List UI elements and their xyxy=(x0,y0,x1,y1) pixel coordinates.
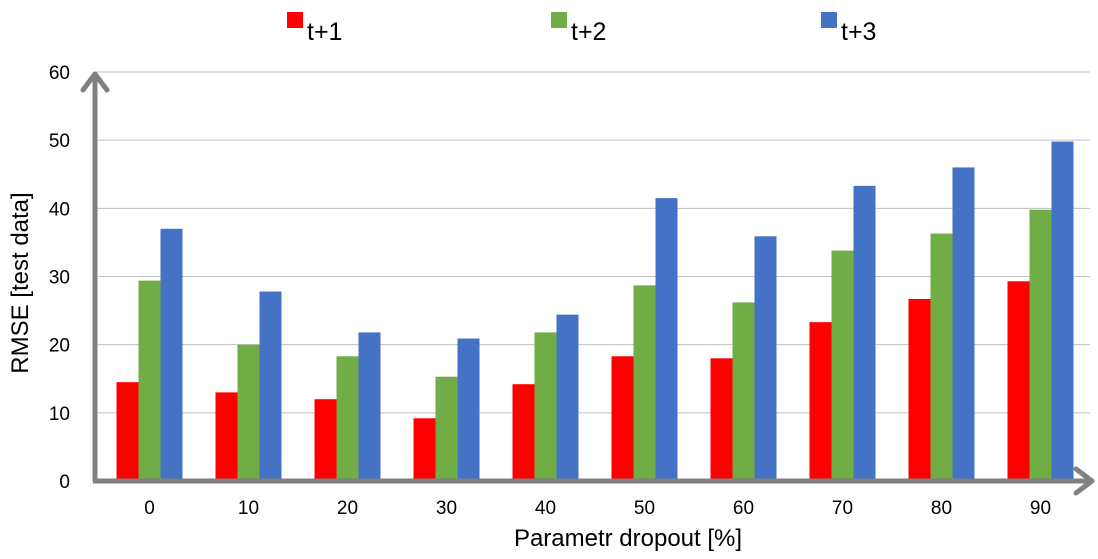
x-tick-label: 50 xyxy=(634,498,655,519)
bar-t2-50 xyxy=(633,285,656,481)
x-tick-label: 90 xyxy=(1030,498,1051,519)
bar-t1-30 xyxy=(413,418,436,481)
y-tick-label: 20 xyxy=(49,336,70,357)
y-tick-label: 10 xyxy=(49,404,70,425)
bar-t3-0 xyxy=(160,228,183,481)
x-tick-label: 0 xyxy=(144,498,155,519)
bar-t1-40 xyxy=(512,384,535,481)
bar-t1-60 xyxy=(710,358,733,481)
bar-t2-80 xyxy=(930,233,953,481)
legend-swatch xyxy=(287,12,303,28)
bar-t3-10 xyxy=(259,291,282,481)
bar-t1-10 xyxy=(215,392,238,481)
y-tick-label: 50 xyxy=(49,131,70,152)
x-tick-label: 10 xyxy=(238,498,259,519)
x-axis-arrow xyxy=(1073,466,1095,496)
x-axis-title: Parametr dropout [%] xyxy=(514,525,742,552)
bar-t3-80 xyxy=(952,167,975,481)
bar-t3-90 xyxy=(1051,141,1074,481)
bar-t3-70 xyxy=(853,185,876,482)
legend-label: t+2 xyxy=(571,18,606,46)
bar-t1-20 xyxy=(314,399,337,481)
bar-t2-30 xyxy=(435,376,458,481)
y-tick-label: 30 xyxy=(49,268,70,289)
legend: t+1 t+2 t+3 xyxy=(287,12,876,46)
bar-t2-40 xyxy=(534,332,557,481)
bar-t1-50 xyxy=(611,356,634,481)
bar-t1-70 xyxy=(809,322,832,481)
legend-swatch xyxy=(551,12,567,28)
bar-t2-60 xyxy=(732,302,755,481)
x-tick-label: 70 xyxy=(832,498,853,519)
y-axis-title: RMSE [test data] xyxy=(7,192,34,373)
bar-t1-80 xyxy=(908,298,931,481)
bar-t3-50 xyxy=(655,198,678,481)
bar-t1-0 xyxy=(116,382,139,481)
axes xyxy=(80,71,1095,496)
y-tick-label: 40 xyxy=(49,199,70,220)
y-tick-label: 60 xyxy=(49,63,70,84)
x-tick-label: 60 xyxy=(733,498,754,519)
x-tick-label: 30 xyxy=(436,498,457,519)
bar-t2-20 xyxy=(336,356,359,481)
bars xyxy=(116,141,1074,482)
bar-t3-30 xyxy=(457,338,480,481)
legend-label: t+1 xyxy=(307,18,342,46)
bar-t1-90 xyxy=(1007,281,1030,481)
x-tick-label: 80 xyxy=(931,498,952,519)
x-tick-label: 20 xyxy=(337,498,358,519)
bar-t2-90 xyxy=(1029,209,1052,482)
bar-t2-10 xyxy=(237,344,260,481)
x-tick-label: 40 xyxy=(535,498,556,519)
bar-t2-0 xyxy=(138,280,161,481)
bar-t3-60 xyxy=(754,236,777,481)
y-tick-label: 0 xyxy=(59,472,70,493)
bar-t3-20 xyxy=(358,332,381,481)
legend-swatch xyxy=(821,12,837,28)
bar-t3-40 xyxy=(556,314,579,481)
y-axis-arrow xyxy=(80,71,110,93)
tick-labels: 0 10 20 30 40 50 60 0 10 20 30 40 50 60 70 80 90 xyxy=(49,63,1051,519)
legend-label: t+3 xyxy=(841,18,876,46)
bar-t2-70 xyxy=(831,250,854,481)
